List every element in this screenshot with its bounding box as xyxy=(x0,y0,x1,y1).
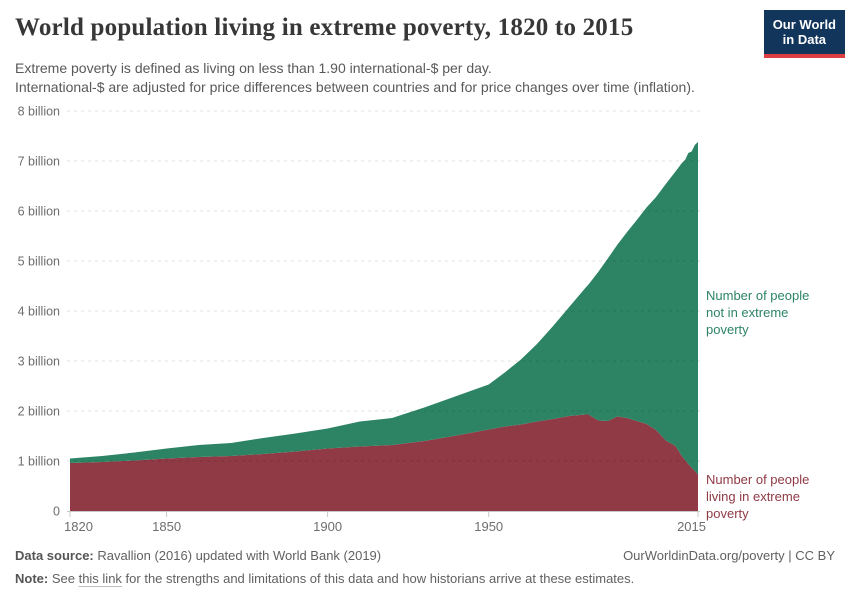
owid-logo[interactable]: Our World in Data xyxy=(763,10,845,58)
page-title: World population living in extreme pover… xyxy=(15,14,634,41)
y-axis-label: 4 billion xyxy=(18,305,60,319)
series-label-line: Number of people xyxy=(706,288,810,303)
note: Note: See this link for the strengths an… xyxy=(15,569,835,588)
area-living-in-extreme-poverty xyxy=(70,414,698,511)
x-axis-label: 1850 xyxy=(152,519,181,534)
owid-logo-line2: in Data xyxy=(782,32,827,47)
x-axis-label: 1820 xyxy=(64,519,93,534)
series-label-line: poverty xyxy=(706,322,749,337)
chart-subtitle: Extreme poverty is defined as living on … xyxy=(15,59,795,97)
series-label-in-poverty: Number of people living in extreme pover… xyxy=(706,471,838,522)
y-axis-label: 3 billion xyxy=(18,355,60,369)
note-pre: See xyxy=(48,571,79,586)
chart-footer: Data source: Ravallion (2016) updated wi… xyxy=(15,546,835,588)
y-axis-label: 5 billion xyxy=(18,255,60,269)
y-axis-label: 7 billion xyxy=(18,155,60,169)
y-axis-label: 8 billion xyxy=(18,105,60,119)
y-axis-label: 1 billion xyxy=(18,455,60,469)
subtitle-line-2: International-$ are adjusted for price d… xyxy=(15,79,695,95)
data-source-label: Data source: xyxy=(15,548,94,563)
x-axis-label: 1950 xyxy=(474,519,503,534)
series-label-line: poverty xyxy=(706,506,749,521)
note-link[interactable]: this link xyxy=(78,571,122,586)
y-axis-label: 6 billion xyxy=(18,205,60,219)
series-label-line: living in extreme xyxy=(706,489,800,504)
owid-url-license[interactable]: OurWorldinData.org/poverty | CC BY xyxy=(623,548,835,563)
series-label-line: not in extreme xyxy=(706,305,789,320)
data-source-text: Ravallion (2016) updated with World Bank… xyxy=(93,548,382,563)
note-label: Note: xyxy=(15,571,49,586)
data-source: Data source: Ravallion (2016) updated wi… xyxy=(15,546,381,565)
x-axis-label: 2015 xyxy=(677,519,706,534)
owid-logo-line1: Our World xyxy=(772,17,836,32)
y-axis-label: 2 billion xyxy=(18,405,60,419)
y-axis-label: 0 xyxy=(53,505,60,519)
subtitle-line-1: Extreme poverty is defined as living on … xyxy=(15,60,492,76)
series-label-line: Number of people xyxy=(706,472,810,487)
area-not-in-extreme-poverty xyxy=(70,142,698,475)
x-axis-label: 1900 xyxy=(313,519,342,534)
note-post: for the strengths and limitations of thi… xyxy=(121,571,635,586)
series-label-not-in-poverty: Number of people not in extreme poverty xyxy=(706,287,838,338)
